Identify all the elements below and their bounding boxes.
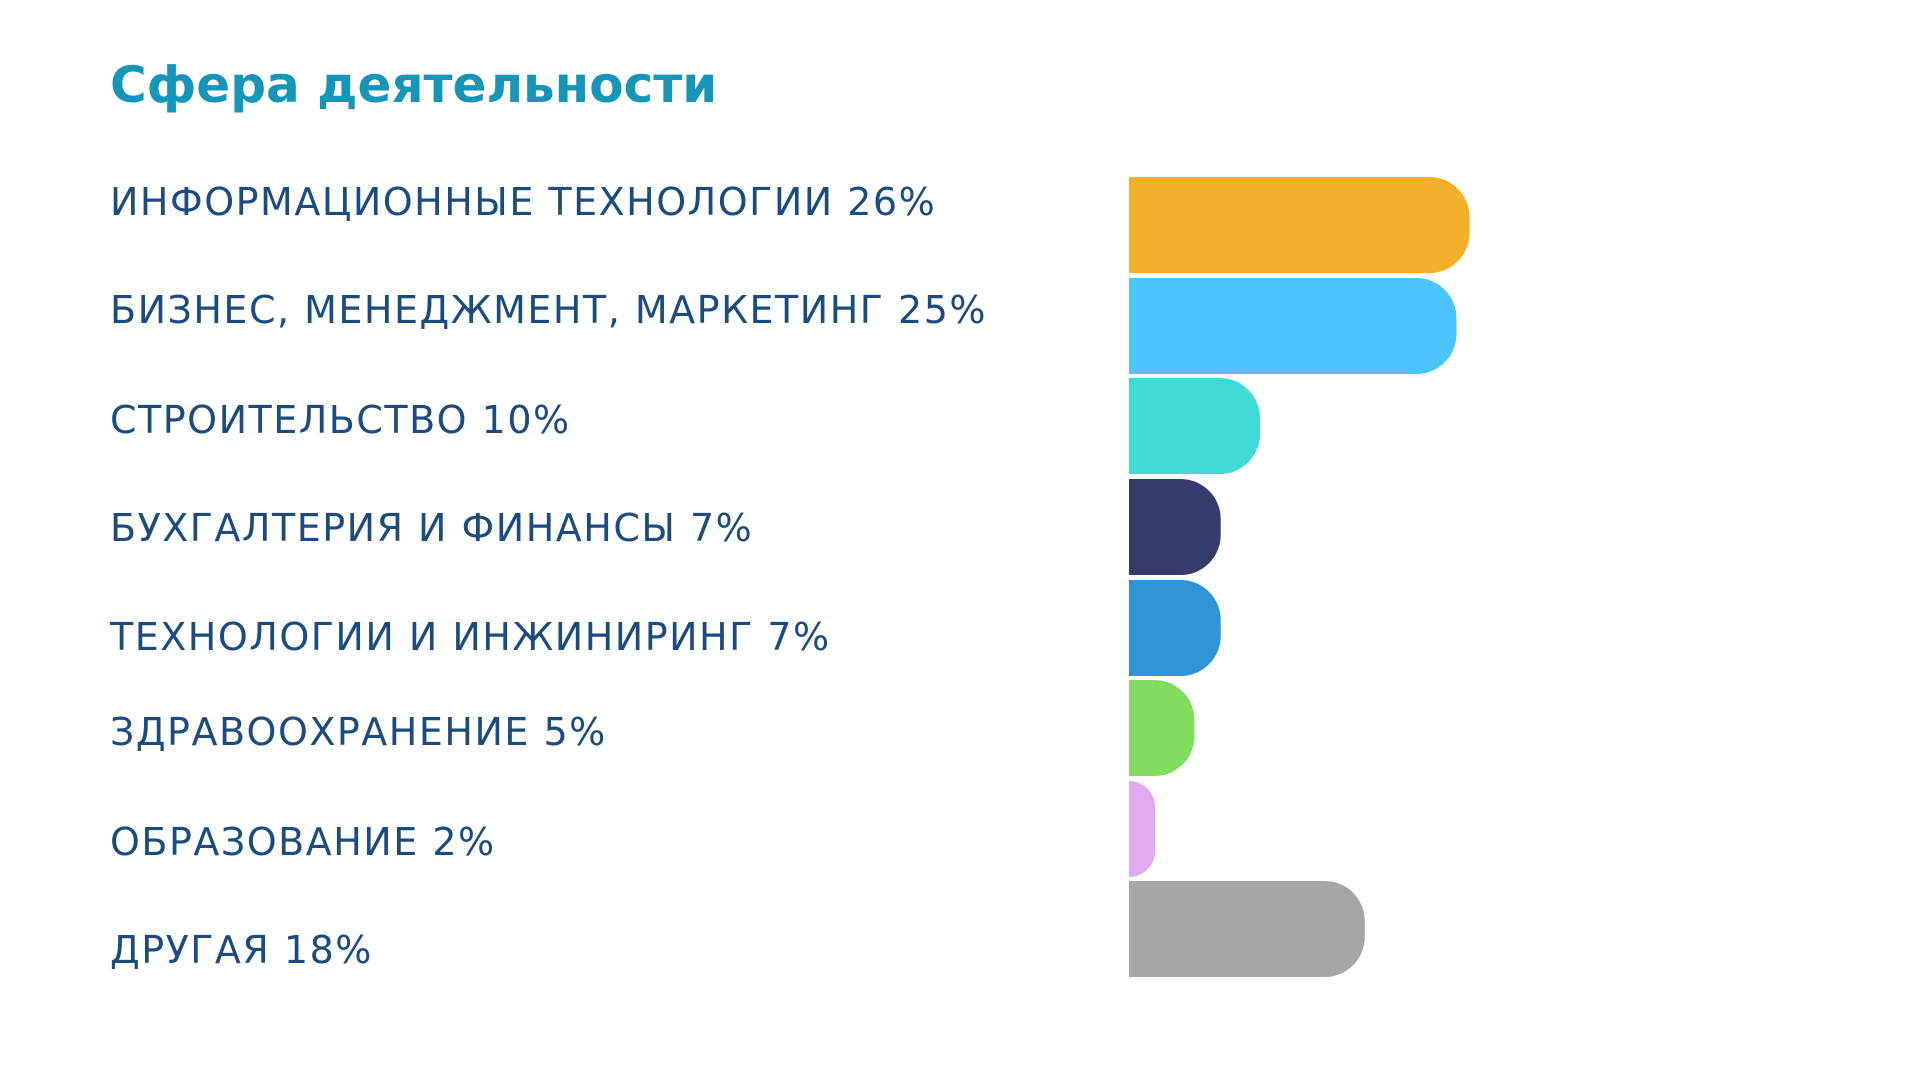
bar-label-engineering: ТЕХНОЛОГИИ И ИНЖИНИРИНГ 7% (110, 615, 831, 659)
bar-healthcare (1129, 680, 1195, 776)
bar-other (1129, 881, 1365, 977)
bar-business (1129, 278, 1457, 374)
bar-it (1129, 177, 1470, 273)
bar-label-other: ДРУГАЯ 18% (110, 928, 373, 972)
bar-construction (1129, 378, 1260, 474)
bar-label-healthcare: ЗДРАВООХРАНЕНИЕ 5% (110, 710, 607, 754)
chart-title: Сфера деятельности (110, 56, 718, 114)
bar-label-construction: СТРОИТЕЛЬСТВО 10% (110, 398, 571, 442)
bar-engineering (1129, 580, 1221, 676)
bar-label-accounting: БУХГАЛТЕРИЯ И ФИНАНСЫ 7% (110, 506, 754, 550)
bar-label-education: ОБРАЗОВАНИЕ 2% (110, 820, 496, 864)
bar-accounting (1129, 479, 1221, 575)
bar-label-business: БИЗНЕС, МЕНЕДЖМЕНТ, МАРКЕТИНГ 25% (110, 288, 987, 332)
bars-group (1129, 177, 1470, 977)
bar-label-it: ИНФОРМАЦИОННЫЕ ТЕХНОЛОГИИ 26% (110, 180, 937, 224)
bar-education (1129, 781, 1156, 877)
